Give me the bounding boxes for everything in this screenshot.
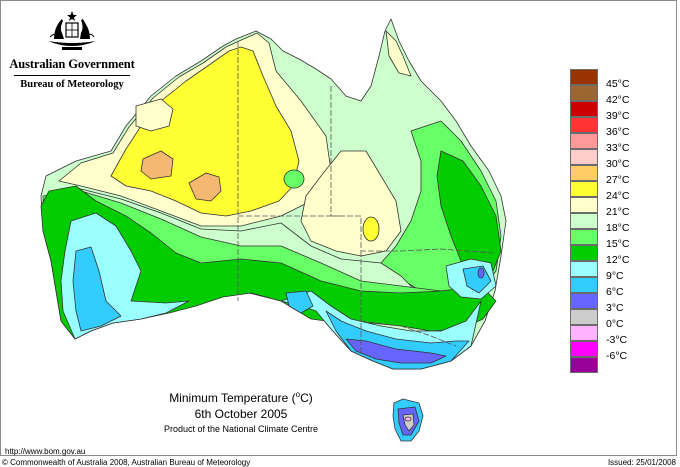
legend-label: 0°C bbox=[606, 318, 624, 330]
organisation-name: Australian Government bbox=[9, 57, 135, 71]
legend-label: 30°C bbox=[606, 158, 630, 170]
legend-label: 6°C bbox=[606, 286, 624, 298]
legend-swatch bbox=[570, 245, 598, 261]
logo-divider bbox=[14, 75, 130, 76]
band-24-central bbox=[362, 216, 380, 242]
legend-label: 42°C bbox=[606, 94, 630, 106]
band-6-sa bbox=[285, 290, 314, 314]
sa-qld-nsw-border bbox=[331, 215, 494, 254]
legend-swatch bbox=[570, 181, 598, 197]
legend-swatch bbox=[570, 261, 598, 277]
band-21-pocket bbox=[135, 98, 174, 132]
legend-label: 27°C bbox=[606, 174, 630, 186]
temperature-map bbox=[40, 18, 507, 442]
legend-swatch bbox=[570, 197, 598, 213]
legend-label: -6°C bbox=[606, 350, 628, 362]
copyright-text: © Commonwealth of Australia 2008, Austra… bbox=[2, 458, 251, 467]
nsw-vic-border bbox=[360, 320, 457, 347]
legend-label: 18°C bbox=[606, 222, 630, 234]
band-3-nsw bbox=[477, 267, 485, 279]
legend-label: 45°C bbox=[606, 78, 630, 90]
band-6-southwest bbox=[72, 246, 122, 332]
legend-label: 24°C bbox=[606, 190, 630, 202]
legend-swatch bbox=[570, 357, 598, 373]
map-title: Minimum Temperature (oC) bbox=[169, 390, 313, 405]
legend-label: 15°C bbox=[606, 238, 630, 250]
legend-swatch bbox=[570, 293, 598, 309]
band-18-patch bbox=[283, 169, 305, 189]
band-27-patch-1 bbox=[140, 150, 174, 180]
legend-swatch bbox=[570, 85, 598, 101]
legend-label: 9°C bbox=[606, 270, 624, 282]
map-product-credit: Product of the National Climate Centre bbox=[163, 424, 319, 434]
legend-swatch bbox=[570, 277, 598, 293]
legend-label: 36°C bbox=[606, 126, 630, 138]
legend-label: 3°C bbox=[606, 302, 624, 314]
legend-label: 33°C bbox=[606, 142, 630, 154]
agency-name: Bureau of Meteorology bbox=[20, 79, 124, 90]
legend-swatch bbox=[570, 165, 598, 181]
legend-swatch bbox=[570, 117, 598, 133]
legend-swatch bbox=[570, 213, 598, 229]
legend-swatch bbox=[570, 309, 598, 325]
legend-swatch bbox=[570, 149, 598, 165]
legend-swatch bbox=[570, 325, 598, 341]
legend-label: 21°C bbox=[606, 206, 630, 218]
legend-swatch bbox=[570, 101, 598, 117]
map-frame: Australian Government Bureau of Meteorol… bbox=[0, 0, 677, 456]
legend-swatch bbox=[570, 69, 598, 85]
legend-swatch bbox=[570, 133, 598, 149]
band-21-cape bbox=[385, 30, 412, 77]
coat-of-arms-icon bbox=[48, 11, 96, 50]
legend-label: 39°C bbox=[606, 110, 630, 122]
issued-date: Issued: 25/01/2008 bbox=[607, 458, 676, 467]
bom-logo: Australian Government Bureau of Meteorol… bbox=[7, 9, 137, 99]
band-27-patch-2 bbox=[188, 172, 222, 202]
band-3-southeast bbox=[345, 338, 447, 364]
tasmania-minus3 bbox=[404, 416, 412, 422]
legend-label: 12°C bbox=[606, 254, 630, 266]
legend-label: -3°C bbox=[606, 334, 628, 346]
bom-url-link[interactable]: http://www.bom.gov.au bbox=[5, 447, 86, 456]
map-date: 6th October 2005 bbox=[194, 407, 288, 421]
map-title-block: Minimum Temperature (oC) 6th October 200… bbox=[141, 387, 341, 435]
legend-swatch bbox=[570, 341, 598, 357]
legend-swatch bbox=[570, 229, 598, 245]
